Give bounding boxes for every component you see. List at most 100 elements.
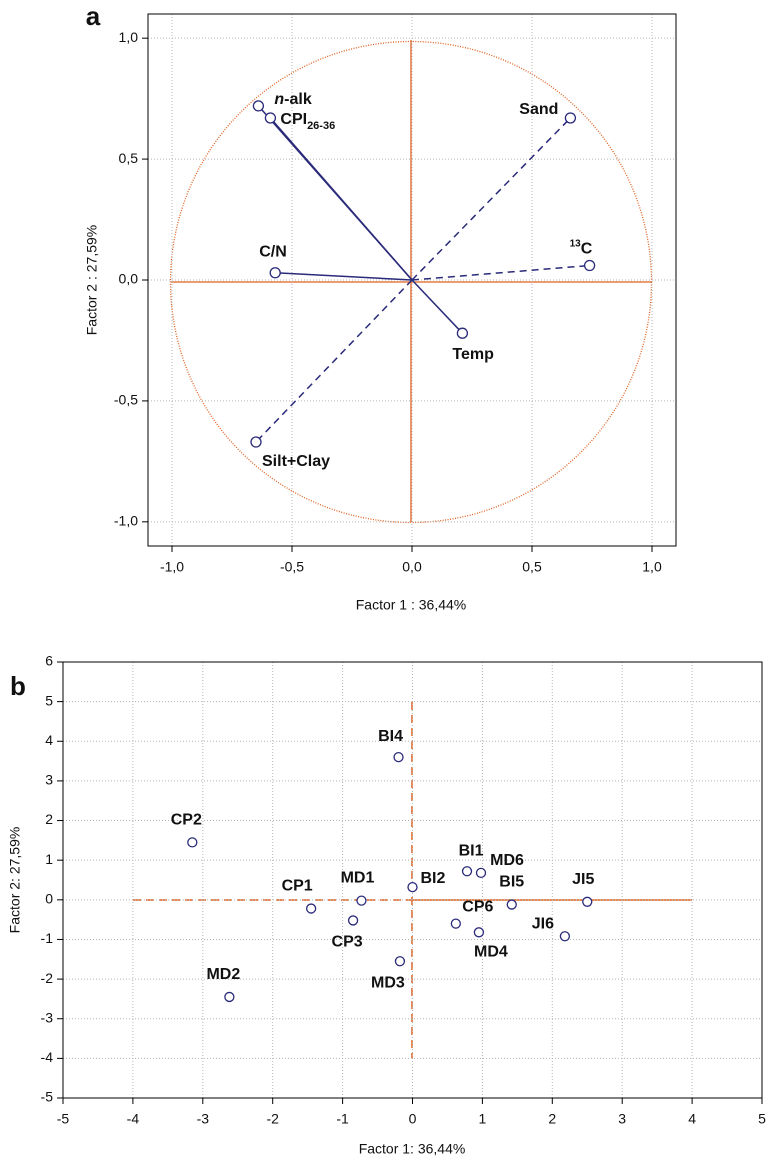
y-tick-label: 0 — [45, 891, 53, 907]
point-label: JI6 — [532, 916, 554, 933]
plot-frame — [62, 661, 763, 1099]
point — [394, 956, 406, 967]
x-tick-label: 5 — [758, 1111, 766, 1127]
x-tick-label: 1 — [479, 1111, 487, 1127]
panel: -1,0 -0,5 0,0 0,5 1,0 -1,0 -0,5 0,0 0,5 1,0 Factor… — [84, 13, 677, 613]
y-tick-label: 1 — [45, 851, 53, 867]
label-part: 26-36 — [307, 120, 335, 132]
point-label: MD2 — [206, 966, 240, 983]
point — [393, 751, 404, 763]
point-label: MD4 — [474, 944, 508, 961]
loading-vector — [255, 279, 413, 443]
label-part: BI4 — [378, 728, 403, 745]
y-axis-label: Factor 2 : 27,59% — [84, 225, 100, 336]
point-label: CPI26-36 — [280, 111, 335, 132]
x-axis-label: Factor 1 : 36,44% — [356, 597, 467, 613]
x-tick-label: -1,0 — [160, 559, 184, 575]
loading-point — [456, 327, 469, 339]
x-tick-label: -5 — [57, 1111, 70, 1127]
y-axis-label: Factor 2: 27,59% — [7, 827, 23, 934]
x-tick-label: 0,0 — [402, 559, 422, 575]
x-tick-label: 0 — [409, 1111, 417, 1127]
x-tick-label: 1,0 — [642, 559, 662, 575]
point — [305, 903, 317, 914]
point-label: Temp — [452, 346, 494, 363]
point-label: CP6 — [462, 899, 493, 916]
label-part: MD2 — [206, 966, 240, 983]
point-label: Sand — [519, 101, 558, 118]
y-tick-label: -5 — [41, 1089, 54, 1105]
point — [582, 896, 593, 907]
point-label: BI5 — [499, 874, 524, 891]
label-part: CP3 — [332, 934, 363, 951]
x-tick-label: -3 — [197, 1111, 210, 1127]
y-tick-label: 0,0 — [119, 271, 139, 287]
point-label: n-alk — [274, 91, 311, 108]
y-tick-label: 5 — [45, 692, 53, 708]
panel-label: b — [10, 671, 26, 701]
y-tick-label: -2 — [41, 970, 54, 986]
point — [559, 931, 571, 942]
loading-vector — [411, 264, 590, 281]
label-part: CP2 — [171, 812, 202, 829]
point-label: MD3 — [371, 974, 405, 991]
x-tick-label: 2 — [548, 1111, 556, 1127]
loading-vector — [269, 117, 413, 281]
point-label: Silt+Clay — [262, 453, 330, 470]
point — [473, 927, 485, 938]
label-part: MD4 — [474, 944, 508, 961]
label-part: BI5 — [499, 874, 524, 891]
x-tick-label: -4 — [127, 1111, 140, 1127]
label-part: JI5 — [572, 871, 594, 888]
y-tick-label: -1 — [41, 930, 54, 946]
point-label: BI2 — [421, 870, 446, 887]
point-label: 13C — [570, 239, 593, 258]
loading-vector — [411, 117, 571, 281]
loading-point — [564, 112, 577, 124]
label-part: CP1 — [282, 878, 313, 895]
point — [506, 899, 517, 910]
label-part: C/N — [259, 244, 287, 261]
y-tick-label: -1,0 — [114, 513, 138, 529]
loading-point — [264, 112, 277, 124]
x-axis-label: Factor 1: 36,44% — [359, 1141, 466, 1157]
y-tick-label: -3 — [41, 1009, 54, 1025]
x-tick-label: 3 — [618, 1111, 626, 1127]
x-tick-label: 4 — [688, 1111, 696, 1127]
y-tick-label: -4 — [41, 1049, 54, 1065]
point-label: CP1 — [282, 878, 313, 895]
y-tick-label: -0,5 — [114, 392, 138, 408]
point — [356, 895, 367, 906]
panel-label: a — [86, 1, 101, 31]
label-part: n — [274, 91, 284, 108]
panel: -5 -4 -3 -2 -1 0 1 2 3 4 5 -5 -4 -3 -2 -1 0 1 2 3 4 5 6 Factor … — [7, 653, 766, 1157]
label-part: 13 — [570, 239, 582, 250]
loading-vector — [411, 279, 463, 334]
point-label: MD1 — [341, 870, 375, 887]
y-tick-label: 4 — [45, 732, 53, 748]
point — [407, 881, 418, 893]
label-part: C — [581, 241, 593, 258]
label-part: BI1 — [459, 842, 484, 859]
label-part: Temp — [452, 346, 494, 363]
x-tick-label: -0,5 — [280, 559, 304, 575]
label-part: Silt+Clay — [262, 453, 330, 470]
label-part: MD6 — [490, 852, 524, 869]
point-label: CP3 — [332, 934, 363, 951]
y-tick-label: 2 — [45, 811, 53, 827]
point — [224, 991, 235, 1003]
point-label: MD6 — [490, 852, 524, 869]
point-label: BI1 — [459, 842, 484, 859]
label-part: MD1 — [341, 870, 375, 887]
point-label: JI5 — [572, 871, 594, 888]
point — [347, 915, 359, 926]
point — [475, 867, 487, 879]
y-tick-label: 3 — [45, 772, 53, 788]
point — [461, 866, 473, 877]
x-tick-label: -1 — [336, 1111, 349, 1127]
point — [450, 918, 461, 929]
plot-frame — [147, 13, 677, 547]
loading-point — [252, 100, 265, 112]
